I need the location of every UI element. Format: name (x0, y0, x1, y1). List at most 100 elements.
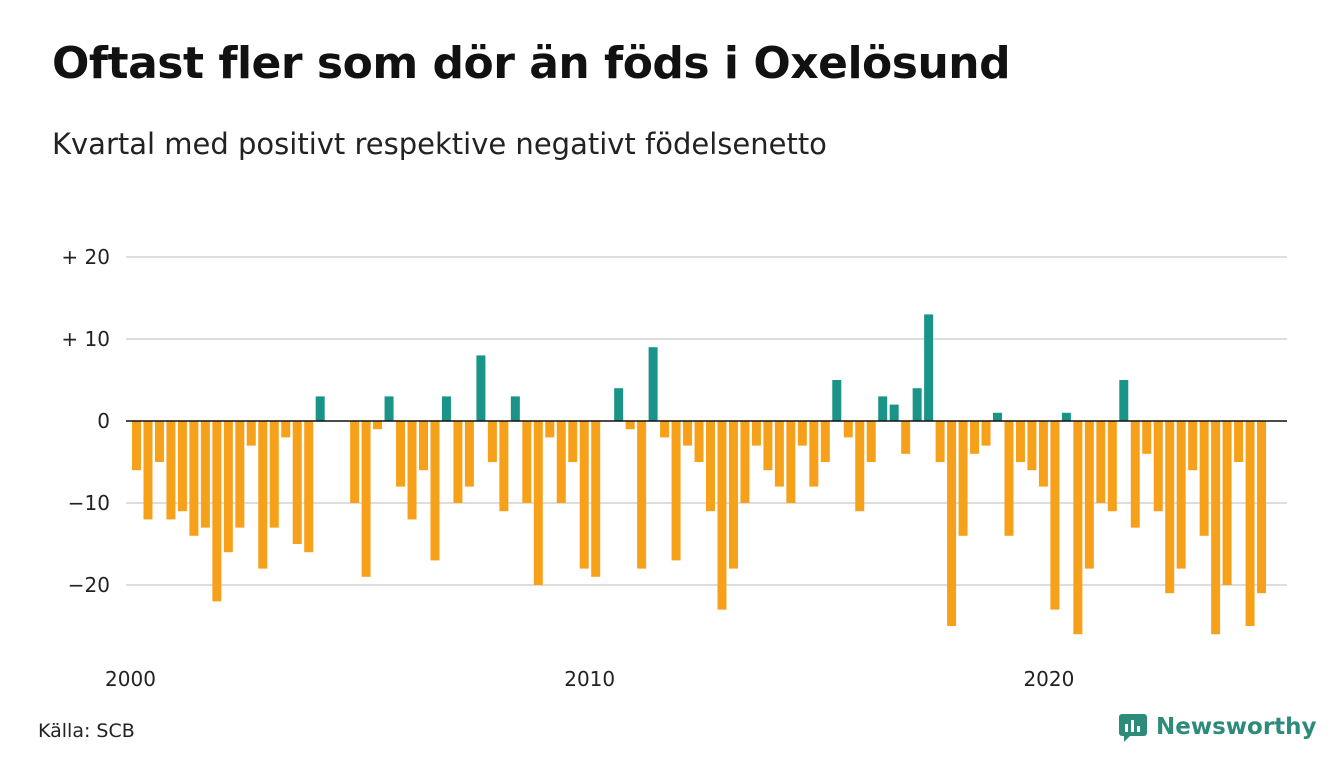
bar-negative (1234, 421, 1244, 462)
bar-negative (304, 421, 314, 553)
bar-negative (166, 421, 176, 520)
bar-negative (154, 421, 164, 462)
x-tick-label: 2000 (105, 667, 156, 691)
y-tick-label: + 20 (61, 245, 110, 269)
bar-negative (625, 421, 635, 430)
brand-logo[interactable]: Newsworthy (1118, 712, 1317, 742)
bar-negative (1257, 421, 1267, 594)
bar-negative (1050, 421, 1060, 610)
bar-negative (132, 421, 141, 471)
bar-negative (866, 421, 876, 462)
bar-negative (970, 421, 980, 454)
bar-negative (706, 421, 715, 512)
bar-negative (361, 421, 371, 577)
bar-positive (1119, 380, 1129, 421)
bar-negative (786, 421, 796, 503)
bar-negative (487, 421, 497, 462)
bar-negative (1211, 421, 1221, 635)
y-tick-label: 0 (97, 409, 110, 433)
bar-negative (683, 421, 693, 446)
bar-negative (464, 421, 474, 487)
bar-negative (1027, 421, 1037, 471)
bar-negative (774, 421, 784, 487)
bar-negative (981, 421, 991, 446)
bar-negative (1199, 421, 1209, 536)
bar-negative (407, 421, 417, 520)
bar-positive (441, 396, 451, 421)
bar-negative (499, 421, 509, 512)
bar-negative (671, 421, 681, 561)
bar-negative (522, 421, 532, 503)
bar-negative (1176, 421, 1186, 569)
bar-negative (1073, 421, 1083, 635)
bar-negative (935, 421, 945, 462)
bar-negative (373, 421, 383, 430)
bar-positive (993, 412, 1002, 421)
bar-negative (958, 421, 968, 536)
bar-negative (591, 421, 601, 577)
bar-negative (901, 421, 911, 454)
bar-negative (223, 421, 233, 553)
bar-positive (832, 380, 842, 421)
bar-negative (1084, 421, 1094, 569)
chart-title: Oftast fler som dör än föds i Oxelösund (52, 38, 1011, 89)
bar-negative (855, 421, 865, 512)
bar-positive (889, 404, 899, 421)
bar-positive (878, 396, 888, 421)
bar-negative (947, 421, 957, 626)
newsworthy-chart-bubble-icon (1119, 714, 1147, 742)
bar-negative (763, 421, 773, 471)
bar-negative (1015, 421, 1025, 462)
bar-positive (1061, 412, 1071, 421)
bar-positive (648, 347, 658, 421)
x-tick-label: 2010 (564, 667, 615, 691)
bar-negative (843, 421, 853, 438)
bar-negative (189, 421, 199, 536)
bar-negative (533, 421, 543, 585)
brand-name: Newsworthy (1156, 714, 1317, 740)
bar-negative (579, 421, 589, 569)
bar-negative (396, 421, 406, 487)
bar-negative (660, 421, 670, 438)
bar-negative (694, 421, 704, 462)
bar-negative (430, 421, 440, 561)
tick-label-layer: + 20 + 10 0 −10 −20 2000 2010 2020 (61, 245, 1074, 691)
bar-negative (258, 421, 268, 569)
y-tick-label: + 10 (61, 327, 110, 351)
bar-negative (637, 421, 647, 569)
bar-negative (292, 421, 302, 544)
bar-positive (510, 396, 520, 421)
bar-positive (912, 388, 922, 421)
bar-negative (545, 421, 555, 438)
bar-negative (1245, 421, 1255, 626)
bar-negative (1153, 421, 1163, 512)
bar-negative (177, 421, 187, 512)
bar-negative (1142, 421, 1152, 454)
bar-negative (1165, 421, 1175, 594)
bar-negative (1130, 421, 1140, 528)
bar-positive (384, 396, 394, 421)
bar-negative (269, 421, 279, 528)
bar-negative (797, 421, 807, 446)
bar-negative (740, 421, 750, 503)
bar-positive (924, 314, 934, 421)
bar-negative (809, 421, 819, 487)
bar-negative (1107, 421, 1117, 512)
chart-subtitle: Kvartal med positivt respektive negativt… (52, 127, 827, 161)
bar-negative (1188, 421, 1198, 471)
bar-negative (556, 421, 566, 503)
bar-layer (132, 314, 1267, 635)
bar-negative (200, 421, 210, 528)
bar-negative (568, 421, 578, 462)
bar-negative (350, 421, 360, 503)
bar-negative (751, 421, 761, 446)
bar-positive (315, 396, 325, 421)
bar-negative (728, 421, 738, 569)
y-tick-label: −20 (68, 573, 110, 597)
bar-negative (235, 421, 245, 528)
y-tick-label: −10 (68, 491, 110, 515)
bar-negative (717, 421, 727, 610)
bar-negative (1222, 421, 1232, 585)
x-tick-label: 2020 (1023, 667, 1074, 691)
bar-negative (212, 421, 222, 602)
